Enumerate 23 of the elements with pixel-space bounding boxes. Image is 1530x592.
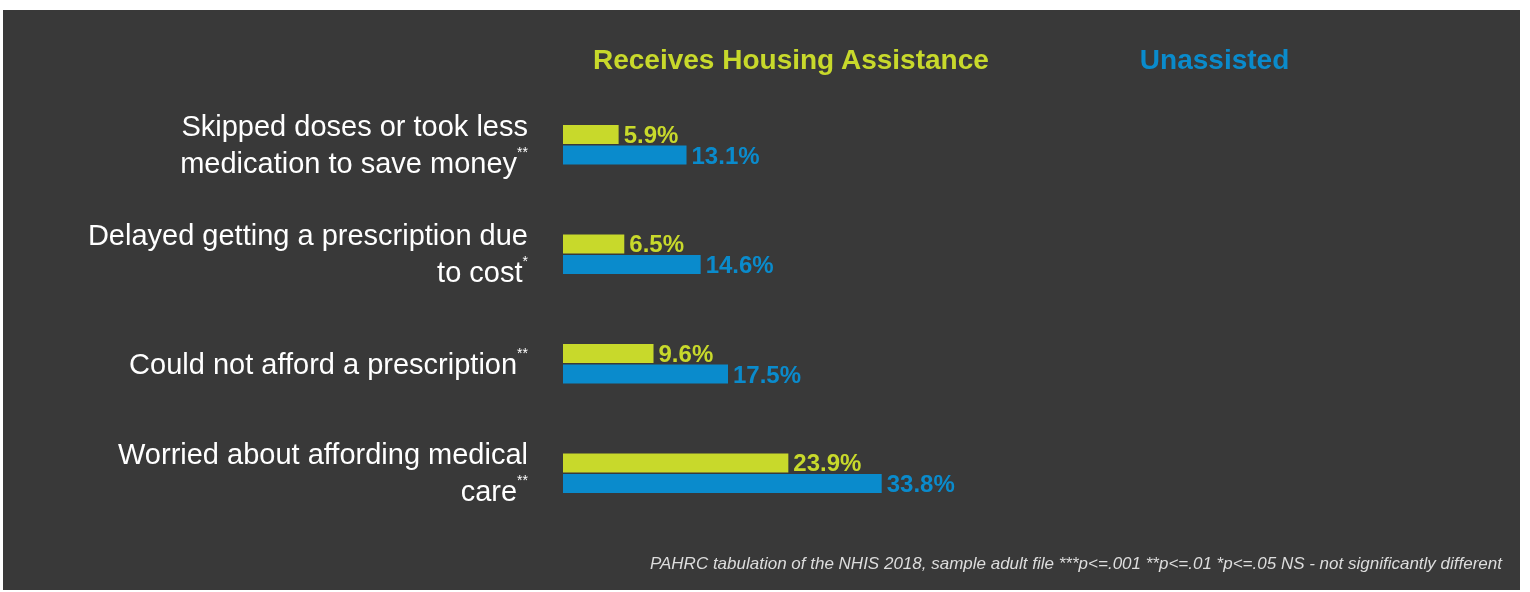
data-label: 17.5% [733,360,802,388]
data-label: 9.6% [658,339,714,367]
bar [563,453,789,473]
bar [563,255,701,275]
y-tick-label: Worried about affording medical care$^{**}$ [117,437,528,510]
data-label: 6.5% [629,230,684,258]
data-label: 33.8% [886,470,955,498]
y-tick-label: Could not afford a prescription$^{**}$ [128,344,528,382]
bar [563,124,619,144]
bar [563,145,687,165]
text: Unassisted [1139,43,1290,75]
data-label: 13.1% [691,141,760,169]
bar [563,234,625,254]
data-label: 23.9% [793,449,862,477]
bar [563,343,654,363]
y-tick-label: Delayed getting a prescription due to cost$^{*}$ [86,218,528,291]
bar [563,474,882,494]
data-label: 14.6% [705,251,774,279]
data-label: 5.9% [623,120,679,148]
text: PAHRC tabulation of the NHIS 2018, sample adult file ***p<=.001 **p<=.01 *p<=.05 NS - not significantly different [649,554,1504,573]
bar [563,364,728,384]
series-label: Receives Housing Assistance [593,43,989,75]
y-tick-label: Skipped doses or took less medication to save money$^{**}$ [179,108,528,181]
